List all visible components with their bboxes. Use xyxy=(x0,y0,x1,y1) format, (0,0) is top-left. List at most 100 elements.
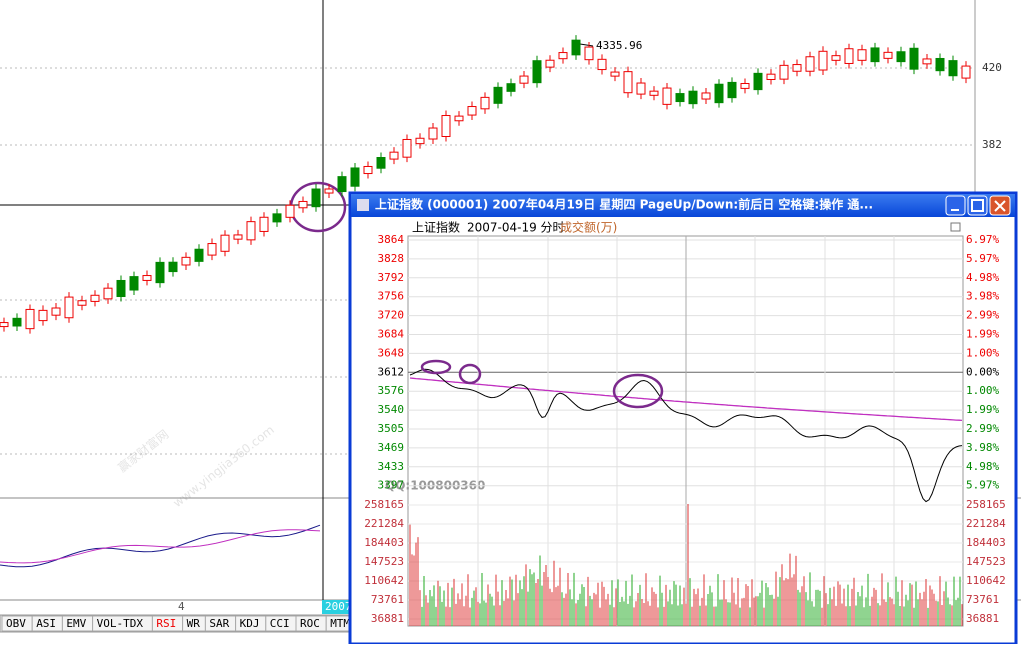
candle xyxy=(844,48,854,64)
tab-label: EMV xyxy=(66,617,86,630)
candle xyxy=(623,71,633,94)
indicator-line xyxy=(0,529,321,564)
candle xyxy=(870,47,880,63)
candle xyxy=(558,52,568,60)
axis-label: 420 xyxy=(982,61,1002,74)
window-frame xyxy=(348,191,1018,646)
candle xyxy=(675,93,685,103)
candle xyxy=(441,115,451,138)
candle xyxy=(12,317,22,327)
candle xyxy=(779,64,789,80)
volume-label: 110642 xyxy=(966,574,1006,587)
popup-window: 上证指数 (000001) 2007年04月19日 星期四 PageUp/Dow… xyxy=(348,191,1018,646)
candle xyxy=(753,72,763,91)
candle xyxy=(298,200,308,209)
volume-label: 36881 xyxy=(371,612,404,625)
maximize-icon xyxy=(971,199,984,212)
candle xyxy=(337,176,347,193)
candle xyxy=(181,256,191,266)
title-bar xyxy=(351,194,1015,217)
candle xyxy=(532,60,542,84)
axis-label: 382 xyxy=(982,138,1002,151)
restore-icon[interactable] xyxy=(950,222,961,232)
price-label: 3576 xyxy=(378,384,405,397)
candle xyxy=(922,58,932,65)
percent-label: 2.99% xyxy=(966,422,999,435)
app-icon xyxy=(357,199,369,211)
candle xyxy=(909,47,919,70)
volume-label: 184403 xyxy=(364,536,404,549)
candle xyxy=(545,59,555,68)
percent-label: 3.98% xyxy=(966,290,999,303)
candle xyxy=(701,92,711,100)
candle xyxy=(714,83,724,104)
candle xyxy=(77,300,87,306)
price-label: 3612 xyxy=(378,365,405,378)
candle xyxy=(467,106,477,116)
pointer xyxy=(579,43,594,47)
highlight xyxy=(458,363,482,385)
price-label: 3505 xyxy=(378,422,405,435)
tab-label: WR xyxy=(187,617,201,630)
candle xyxy=(246,221,256,241)
candle xyxy=(506,83,516,92)
candle xyxy=(0,322,9,328)
price-label: 3720 xyxy=(378,309,405,322)
volume-label: 110642 xyxy=(364,574,404,587)
candle xyxy=(116,279,126,298)
percent-label: 1.00% xyxy=(966,384,999,397)
candle xyxy=(961,65,971,79)
candle xyxy=(649,90,659,96)
candle xyxy=(597,58,607,71)
percent-label: 1.99% xyxy=(966,328,999,341)
candle xyxy=(272,213,282,223)
candle xyxy=(38,309,48,322)
tab-label: KDJ xyxy=(240,617,260,630)
price-label: 3684 xyxy=(378,328,405,341)
percent-label: 0.00% xyxy=(966,365,999,378)
candle xyxy=(142,275,152,281)
maximize-button[interactable] xyxy=(967,195,988,216)
page-mark: 4 xyxy=(178,600,185,613)
indicator-line xyxy=(0,524,321,568)
candle xyxy=(792,64,802,72)
tab-label: VOL-TDX xyxy=(97,617,144,630)
tab-label: RSI xyxy=(156,617,176,630)
minimize-button[interactable] xyxy=(945,195,966,216)
candle xyxy=(480,96,490,110)
candle xyxy=(402,138,412,158)
price-label: 3433 xyxy=(378,460,405,473)
candle xyxy=(155,261,165,284)
candle xyxy=(584,46,594,61)
percent-label: 1.99% xyxy=(966,403,999,416)
percent-label: 1.00% xyxy=(966,346,999,359)
candle xyxy=(896,51,906,63)
highlight xyxy=(420,359,452,375)
candle xyxy=(857,49,867,61)
candle xyxy=(805,56,815,72)
candle xyxy=(831,55,841,61)
percent-label: 4.98% xyxy=(966,460,999,473)
volume-label: 184403 xyxy=(966,536,1006,549)
price-label: 3864 xyxy=(378,233,405,246)
percent-label: 6.97% xyxy=(966,233,999,246)
candle xyxy=(90,294,100,302)
tab-label: CCI xyxy=(270,617,290,630)
candle xyxy=(233,234,243,240)
date-tag-bg xyxy=(322,600,350,614)
header-name: 上证指数 xyxy=(412,220,460,235)
candle xyxy=(571,39,581,56)
candle xyxy=(415,137,425,145)
header-volume: 成交额(万) xyxy=(560,220,617,235)
candle xyxy=(103,287,113,300)
candle xyxy=(350,167,360,187)
candle xyxy=(493,86,503,104)
window-title: 上证指数 (000001) 2007年04月19日 星期四 PageUp/Dow… xyxy=(375,197,873,212)
candle xyxy=(285,204,295,218)
tab-label: OBV xyxy=(6,617,26,630)
average-line xyxy=(409,377,963,422)
candle xyxy=(207,243,217,256)
header-date: 2007-04-19 分时 xyxy=(467,221,565,235)
candle xyxy=(688,90,698,105)
price-label: 3756 xyxy=(378,290,405,303)
